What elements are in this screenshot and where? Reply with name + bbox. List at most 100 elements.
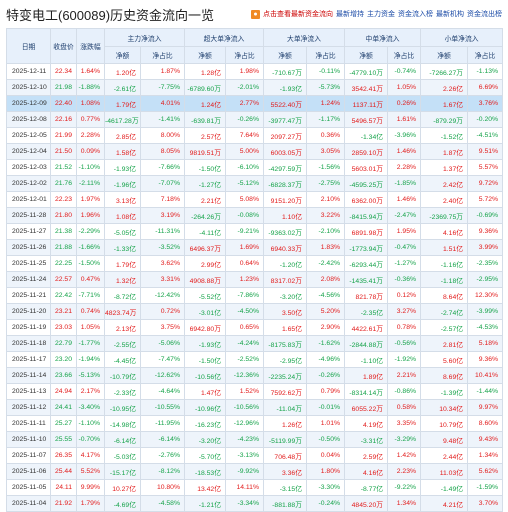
link-outflow-rank[interactable]: 资金流出榜 (467, 11, 502, 18)
main-pct-cell: -4.58% (139, 495, 186, 512)
table-row[interactable]: 2025-11-06 25.44 5.52% -15.17亿 -8.12% -18.53亿… (6, 463, 504, 480)
header-medium-net[interactable]: 净额 (344, 46, 389, 64)
header-main-net[interactable]: 净额 (104, 46, 141, 64)
table-row[interactable]: 2025-12-05 21.99 2.28% 2.85亿 8.00% 2.57亿 7.64%… (6, 127, 504, 144)
table-row[interactable]: 2025-11-10 25.55 -0.70% -6.14亿 -6.14% -3.20亿 -… (6, 431, 504, 448)
medium-pct-cell: -9.22% (387, 479, 422, 496)
rss-icon: ● (251, 9, 260, 19)
large-pct-cell: 3.05% (306, 143, 346, 160)
table-row[interactable]: 2025-11-28 21.80 1.96% 1.08亿 3.19% -264.26万 -0… (6, 207, 504, 224)
main-pct-cell: 3.19% (139, 207, 186, 224)
header-date[interactable]: 日期 (6, 28, 51, 64)
link-latest-flow[interactable]: 点击查看最新资金流向 (263, 11, 333, 18)
header-medium-pct[interactable]: 净占比 (387, 46, 422, 64)
small-net-cell: 2.26亿 (420, 79, 469, 96)
medium-pct-cell: 1.61% (387, 111, 422, 128)
large-pct-cell: -3.30% (306, 479, 346, 496)
main-pct-cell: 3.62% (139, 255, 186, 272)
super-net-cell: 1.28亿 (184, 63, 227, 80)
small-net-cell: -7266.27万 (420, 63, 469, 80)
small-pct-cell: -4.51% (467, 127, 504, 144)
header-large-net[interactable]: 净额 (263, 46, 308, 64)
link-main-fund[interactable]: 主力资金 (367, 11, 395, 18)
main-pct-cell: -1.41% (139, 111, 186, 128)
medium-net-cell: 4845.20万 (344, 495, 389, 512)
header-super-net[interactable]: 净额 (184, 46, 227, 64)
header-close[interactable]: 收盘价 (50, 28, 77, 64)
table-row[interactable]: 2025-12-09 22.40 1.08% 1.79亿 4.01% 1.24亿 2.77%… (6, 95, 504, 112)
table-row[interactable]: 2025-11-07 26.35 4.17% -5.03亿 -2.76% -5.70亿 -3… (6, 447, 504, 464)
super-pct-cell: 1.52% (225, 383, 265, 400)
table-row[interactable]: 2025-11-27 21.38 -2.29% -5.05亿 -11.31% -4.11亿… (6, 223, 504, 240)
date-cell: 2025-12-02 (6, 175, 51, 192)
link-latest-institution[interactable]: 最新机构 (436, 11, 464, 18)
main-pct-cell: -8.12% (139, 463, 186, 480)
super-net-cell: -639.81万 (184, 111, 227, 128)
large-pct-cell: -5.73% (306, 79, 346, 96)
table-row[interactable]: 2025-11-14 23.66 -5.13% -10.79亿 -12.62% -10.5… (6, 367, 504, 384)
table-row[interactable]: 2025-11-18 22.79 -1.77% -2.55亿 -5.06% -1.93亿 -… (6, 335, 504, 352)
table-row[interactable]: 2025-12-08 22.16 0.77% -4617.28万 -1.41% -639.… (6, 111, 504, 128)
main-net-cell: 10.27亿 (104, 479, 141, 496)
table-row[interactable]: 2025-11-17 23.20 -1.94% -4.45亿 -7.47% -1.50亿 -… (6, 351, 504, 368)
table-row[interactable]: 2025-11-12 24.41 -3.40% -10.95亿 -10.55% -10.9… (6, 399, 504, 416)
table-row[interactable]: 2025-12-02 21.76 -2.11% -1.96亿 -7.07% -1.27亿 -… (6, 175, 504, 192)
close-cell: 21.92 (50, 495, 77, 512)
table-row[interactable]: 2025-12-10 21.98 -1.88% -2.61亿 -7.75% -6789.6… (6, 79, 504, 96)
date-cell: 2025-11-04 (6, 495, 51, 512)
table-row[interactable]: 2025-12-04 21.50 0.09% 1.58亿 8.05% 9819.51万 5.… (6, 143, 504, 160)
large-net-cell: 1.10亿 (263, 207, 308, 224)
header-change[interactable]: 涨跌幅 (76, 28, 105, 64)
change-cell: 1.97% (76, 191, 105, 208)
page: 特变电工(600089)历史资金流向一览 ● 点击查看最新资金流向 最新增持 主… (6, 8, 504, 512)
table-row[interactable]: 2025-11-11 25.27 -1.10% -14.98亿 -11.95% -16.2… (6, 415, 504, 432)
link-inflow-rank[interactable]: 资金流入榜 (398, 11, 433, 18)
table-row[interactable]: 2025-12-11 22.34 1.64% 1.20亿 1.87% 1.28亿 1.98%… (6, 63, 504, 80)
small-pct-cell: 5.18% (467, 335, 504, 352)
super-net-cell: 1.24亿 (184, 95, 227, 112)
table-row[interactable]: 2025-12-03 21.52 -1.10% -1.93亿 -7.66% -1.50亿 -… (6, 159, 504, 176)
table-row[interactable]: 2025-11-04 21.92 1.79% -4.69亿 -4.58% -1.21亿 -3… (6, 495, 504, 512)
small-net-cell: 2.81亿 (420, 335, 469, 352)
super-pct-cell: -0.08% (225, 207, 265, 224)
main-pct-cell: -7.66% (139, 159, 186, 176)
change-cell: 0.77% (76, 111, 105, 128)
large-net-cell: 3.36亿 (263, 463, 308, 480)
small-pct-cell: 9.36% (467, 223, 504, 240)
large-net-cell: 8317.02万 (263, 271, 308, 288)
medium-pct-cell: -0.56% (387, 335, 422, 352)
medium-pct-cell: 1.46% (387, 143, 422, 160)
link-latest-increase[interactable]: 最新增持 (336, 11, 364, 18)
super-pct-cell: -5.12% (225, 175, 265, 192)
header-main-pct[interactable]: 净占比 (139, 46, 186, 64)
table-row[interactable]: 2025-11-19 23.03 1.05% 2.13亿 3.75% 6942.80万 0.… (6, 319, 504, 336)
medium-pct-cell: -1.92% (387, 351, 422, 368)
medium-pct-cell: 3.27% (387, 303, 422, 320)
header-super-pct[interactable]: 净占比 (225, 46, 265, 64)
super-net-cell: 2.99亿 (184, 255, 227, 272)
super-pct-cell: 1.23% (225, 271, 265, 288)
medium-net-cell: -3.31亿 (344, 431, 389, 448)
large-pct-cell: 0.04% (306, 447, 346, 464)
change-cell: -1.10% (76, 159, 105, 176)
header-main-inflow: 主力净流入 (103, 28, 186, 47)
table-row[interactable]: 2025-11-24 22.57 0.47% 1.32亿 3.31% 4908.88万 1.… (6, 271, 504, 288)
header-small-pct[interactable]: 净占比 (467, 46, 504, 64)
main-net-cell: -10.95亿 (104, 399, 141, 416)
close-cell: 21.98 (50, 79, 77, 96)
table-row[interactable]: 2025-11-20 23.21 0.74% 4823.74万 0.72% -3.01亿 -… (6, 303, 504, 320)
large-net-cell: -710.67万 (263, 63, 308, 80)
header-large-pct[interactable]: 净占比 (306, 46, 346, 64)
medium-net-cell: -1773.94万 (344, 239, 389, 256)
super-net-cell: 2.21亿 (184, 191, 227, 208)
table-row[interactable]: 2025-11-13 24.94 2.17% -2.33亿 -4.64% 1.47亿 1.5… (6, 383, 504, 400)
table-row[interactable]: 2025-11-21 22.42 -7.71% -8.72亿 -12.42% -5.52亿… (6, 287, 504, 304)
table-row[interactable]: 2025-11-25 22.25 -1.50% 1.79亿 3.62% 2.99亿 0.64… (6, 255, 504, 272)
table-row[interactable]: 2025-12-01 22.23 1.97% 3.13亿 7.18% 2.21亿 5.08%… (6, 191, 504, 208)
table-row[interactable]: 2025-11-05 24.11 9.99% 10.27亿 10.80% 13.42亿 14… (6, 479, 504, 496)
small-pct-cell: 9.97% (467, 399, 504, 416)
header-small-net[interactable]: 净额 (420, 46, 469, 64)
table-row[interactable]: 2025-11-26 21.88 -1.66% -1.33亿 -3.52% 6496.37… (6, 239, 504, 256)
large-pct-cell: -0.24% (306, 495, 346, 512)
small-pct-cell: 3.76% (467, 95, 504, 112)
